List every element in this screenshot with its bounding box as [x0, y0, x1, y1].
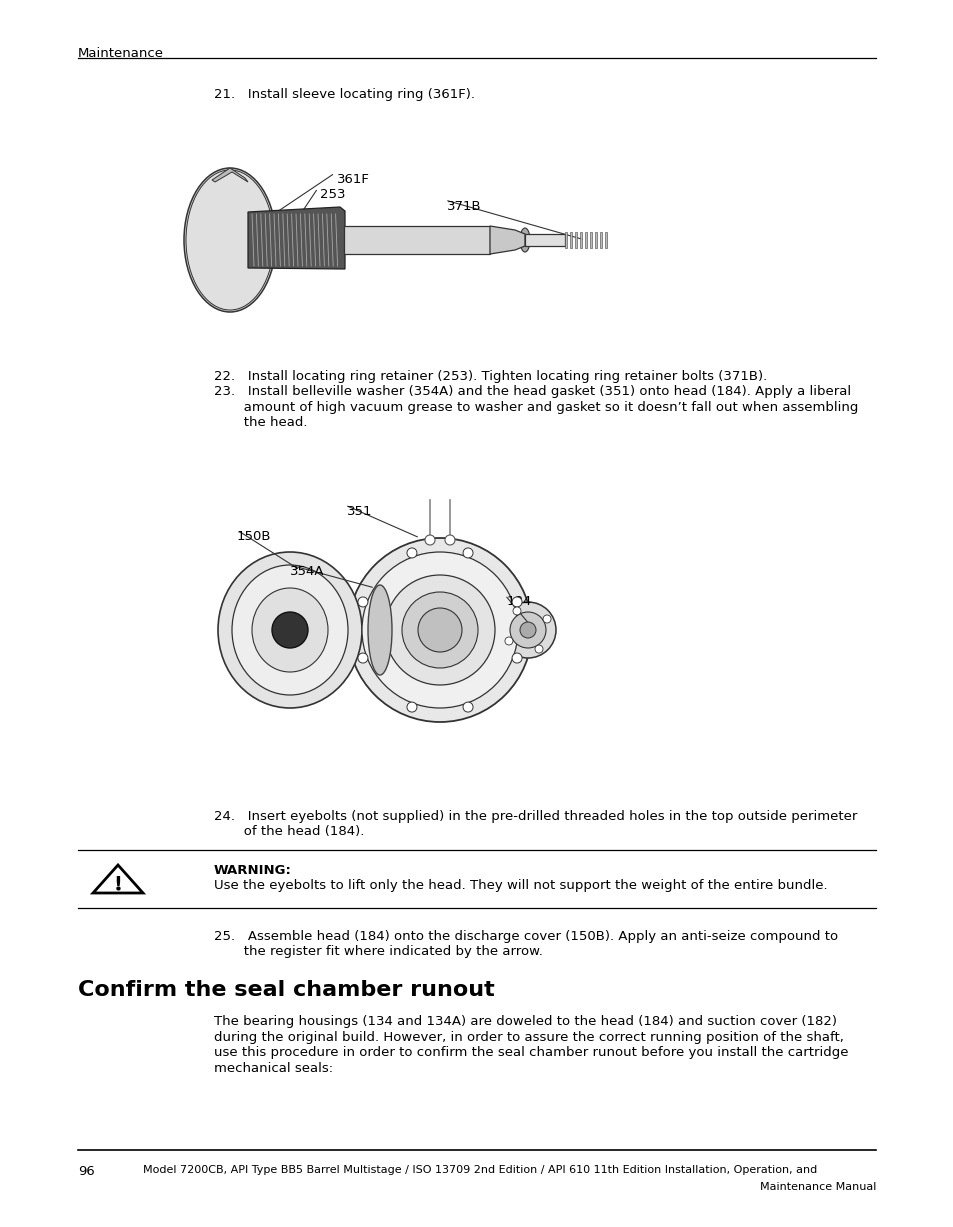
Ellipse shape [499, 602, 556, 658]
Polygon shape [584, 232, 587, 248]
Text: the head.: the head. [213, 416, 307, 429]
Ellipse shape [407, 702, 416, 712]
Text: Maintenance Manual: Maintenance Manual [759, 1182, 875, 1191]
Polygon shape [589, 232, 592, 248]
Text: amount of high vacuum grease to washer and gasket so it doesn’t fall out when as: amount of high vacuum grease to washer a… [213, 401, 858, 413]
Ellipse shape [519, 228, 530, 252]
Text: 96: 96 [78, 1164, 94, 1178]
Polygon shape [595, 232, 597, 248]
Ellipse shape [385, 575, 495, 685]
Text: 184: 184 [506, 595, 532, 609]
Ellipse shape [444, 535, 455, 545]
Text: 371B: 371B [447, 200, 481, 213]
Ellipse shape [186, 171, 274, 310]
Ellipse shape [188, 172, 272, 308]
Polygon shape [248, 207, 345, 269]
Ellipse shape [357, 598, 368, 607]
Ellipse shape [212, 210, 248, 270]
Ellipse shape [510, 612, 545, 648]
Text: Maintenance: Maintenance [78, 47, 164, 60]
Text: the register fit where indicated by the arrow.: the register fit where indicated by the … [213, 946, 542, 958]
Text: The bearing housings (134 and 134A) are doweled to the head (184) and suction co: The bearing housings (134 and 134A) are … [213, 1015, 836, 1028]
Ellipse shape [348, 537, 532, 721]
Ellipse shape [361, 552, 517, 708]
Ellipse shape [519, 622, 536, 638]
Ellipse shape [258, 225, 276, 256]
Text: 361F: 361F [336, 173, 370, 187]
Ellipse shape [198, 185, 262, 294]
Polygon shape [575, 232, 577, 248]
Text: Use the eyebolts to lift only the head. They will not support the weight of the : Use the eyebolts to lift only the head. … [213, 879, 827, 892]
Text: 354A: 354A [290, 564, 324, 578]
Text: Model 7200CB, API Type BB5 Barrel Multistage / ISO 13709 2nd Edition / API 610 1: Model 7200CB, API Type BB5 Barrel Multis… [143, 1164, 817, 1175]
Text: !: ! [113, 876, 122, 894]
Ellipse shape [513, 607, 520, 615]
Ellipse shape [253, 216, 282, 264]
Text: Confirm the seal chamber runout: Confirm the seal chamber runout [78, 980, 495, 1000]
Text: use this procedure in order to confirm the seal chamber runout before you instal: use this procedure in order to confirm t… [213, 1045, 847, 1059]
Ellipse shape [184, 168, 275, 312]
Text: 21.   Install sleeve locating ring (361F).: 21. Install sleeve locating ring (361F). [213, 88, 475, 101]
Ellipse shape [535, 645, 542, 653]
Ellipse shape [368, 585, 392, 675]
Text: 22.   Install locating ring retainer (253). Tighten locating ring retainer bolts: 22. Install locating ring retainer (253)… [213, 371, 766, 383]
Text: of the head (184).: of the head (184). [213, 826, 364, 838]
Polygon shape [490, 226, 524, 254]
Polygon shape [92, 865, 143, 893]
Ellipse shape [401, 591, 477, 667]
Polygon shape [579, 232, 582, 248]
Ellipse shape [512, 653, 521, 663]
Text: during the original build. However, in order to assure the correct running posit: during the original build. However, in o… [213, 1031, 843, 1043]
Polygon shape [344, 226, 490, 254]
Text: 24.   Insert eyebolts (not supplied) in the pre-drilled threaded holes in the to: 24. Insert eyebolts (not supplied) in th… [213, 810, 857, 823]
Ellipse shape [542, 615, 551, 623]
Text: 150B: 150B [236, 530, 272, 544]
Polygon shape [290, 620, 439, 640]
Text: 25.   Assemble head (184) onto the discharge cover (150B). Apply an anti-seize c: 25. Assemble head (184) onto the dischar… [213, 930, 838, 944]
Ellipse shape [512, 598, 521, 607]
Ellipse shape [218, 552, 361, 708]
Ellipse shape [252, 588, 328, 672]
Text: 23.   Install belleville washer (354A) and the head gasket (351) onto head (184): 23. Install belleville washer (354A) and… [213, 385, 850, 399]
Polygon shape [604, 232, 607, 248]
Polygon shape [599, 232, 602, 248]
Ellipse shape [417, 609, 461, 652]
Text: 351: 351 [347, 506, 372, 518]
Polygon shape [212, 168, 248, 182]
Text: WARNING:: WARNING: [213, 864, 292, 877]
Ellipse shape [424, 535, 435, 545]
Ellipse shape [272, 612, 308, 648]
Polygon shape [569, 232, 572, 248]
Ellipse shape [407, 548, 416, 558]
Polygon shape [564, 232, 567, 248]
Ellipse shape [462, 548, 473, 558]
Ellipse shape [504, 637, 513, 645]
Ellipse shape [357, 653, 368, 663]
Ellipse shape [232, 564, 348, 694]
Text: mechanical seals:: mechanical seals: [213, 1061, 333, 1075]
Text: 253: 253 [319, 188, 345, 201]
Ellipse shape [462, 702, 473, 712]
Polygon shape [524, 234, 564, 245]
